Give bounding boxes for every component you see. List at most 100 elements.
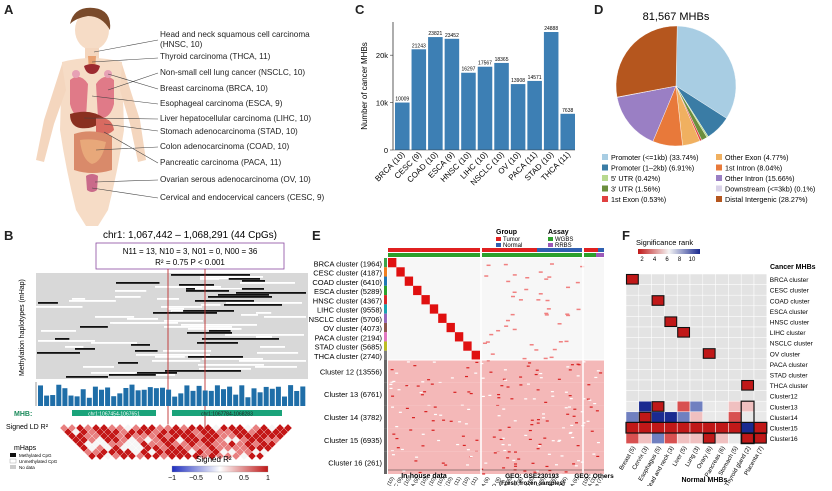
group-label-geo1: GEO: GSE230193 bbox=[505, 473, 559, 480]
heatmap-cell bbox=[689, 422, 704, 434]
heatmap-cell bbox=[702, 294, 716, 307]
heatmap-cell bbox=[590, 430, 594, 432]
heatmap-cell bbox=[638, 305, 652, 317]
row-label: HNSC cluster bbox=[770, 320, 810, 327]
heatmap-cell bbox=[497, 397, 501, 399]
bar-value-label: 7638 bbox=[562, 108, 573, 114]
heatmap-cell bbox=[433, 413, 437, 416]
heatmap-cell bbox=[651, 326, 665, 338]
heatmap-cell bbox=[651, 411, 665, 423]
panel-b: chr1: 1,067,442 – 1,068,291 (44 CpGs) N1… bbox=[0, 226, 310, 486]
heatmap-cell bbox=[728, 358, 742, 370]
heatmap-cell bbox=[528, 429, 532, 432]
heatmap-cell bbox=[638, 358, 652, 370]
legend-unmethylated: Unmethylated CpG bbox=[19, 459, 58, 464]
heatmap-cell bbox=[544, 278, 549, 280]
heatmap-cell bbox=[498, 429, 502, 431]
mhb-region-title: chr1: 1,067,442 – 1,068,291 (44 CpGs) bbox=[103, 230, 277, 241]
heatmap-cell bbox=[567, 406, 571, 408]
heatmap-cell bbox=[664, 379, 678, 391]
legend-label: 1st Intron (8.04%) bbox=[725, 163, 782, 172]
heatmap-cell bbox=[715, 273, 729, 285]
heatmap-cell bbox=[651, 316, 665, 328]
heatmap-cell bbox=[664, 273, 678, 285]
heatmap-cell bbox=[715, 358, 729, 370]
heatmap-cell bbox=[500, 385, 504, 387]
heatmap-cell bbox=[438, 381, 442, 384]
heatmap-cell bbox=[702, 284, 716, 296]
heatmap-cell bbox=[536, 448, 540, 450]
heatmap-cell bbox=[576, 445, 580, 447]
heatmap-cell bbox=[560, 455, 564, 457]
heatmap-cell bbox=[467, 408, 471, 411]
heatmap-cell bbox=[522, 357, 527, 360]
heatmap-cell bbox=[536, 299, 541, 301]
highlighted-cell bbox=[677, 326, 691, 338]
heatmap-cell bbox=[528, 438, 532, 441]
heatmap-cell bbox=[740, 358, 755, 370]
heatmap-cell bbox=[728, 316, 742, 328]
heatmap-cell bbox=[406, 361, 410, 363]
heatmap-cell bbox=[496, 404, 500, 407]
heatmap-cell bbox=[534, 373, 538, 376]
heatmap-cell bbox=[526, 365, 530, 367]
heatmap-cell bbox=[444, 464, 448, 466]
heatmap-cell bbox=[715, 411, 729, 423]
heatmap-cell bbox=[577, 460, 581, 462]
heatmap-cell bbox=[596, 455, 600, 458]
heatmap-cell bbox=[431, 429, 435, 431]
bar bbox=[477, 66, 493, 150]
significance-tick: 6 bbox=[665, 257, 669, 263]
heatmap-cell bbox=[715, 400, 729, 413]
bar bbox=[560, 113, 575, 150]
heatmap-cell bbox=[651, 358, 665, 370]
heatmap-cell bbox=[501, 444, 505, 446]
heatmap-cell bbox=[507, 451, 511, 453]
heatmap-cell bbox=[395, 372, 399, 374]
heatmap-cell bbox=[543, 437, 547, 439]
heatmap-cell bbox=[490, 353, 495, 355]
heatmap-cell bbox=[390, 369, 394, 371]
heatmap-cell bbox=[577, 364, 581, 366]
heatmap-cell bbox=[534, 349, 539, 351]
heatmap-cell bbox=[564, 471, 568, 473]
heatmap-cell bbox=[740, 347, 755, 360]
heatmap-cell bbox=[405, 385, 409, 387]
group-bar-geo2-tumor bbox=[584, 248, 598, 252]
heatmap-cell bbox=[481, 377, 485, 379]
heatmap-cell bbox=[542, 417, 546, 419]
heatmap-cell bbox=[512, 291, 517, 294]
heatmap-cell bbox=[528, 362, 532, 364]
heatmap-cell bbox=[753, 294, 768, 307]
heatmap-cell bbox=[485, 341, 490, 343]
heatmap-cell bbox=[728, 294, 742, 307]
heatmap-cell bbox=[574, 465, 578, 467]
heatmap-cell bbox=[651, 337, 665, 349]
heatmap-cell bbox=[586, 420, 590, 422]
heatmap-block bbox=[388, 405, 604, 429]
row-color-strip bbox=[384, 405, 387, 429]
heatmap-cell bbox=[503, 369, 507, 371]
row-color-strip bbox=[384, 382, 387, 406]
heatmap-cell bbox=[543, 357, 548, 360]
heatmap-cell bbox=[414, 460, 418, 462]
legend-label: Other Exon (4.77%) bbox=[725, 153, 789, 162]
heatmap-cell bbox=[514, 463, 518, 465]
assay-bar-geo2-wgbs bbox=[584, 253, 596, 257]
heatmap-cell bbox=[523, 470, 527, 472]
heatmap-cell bbox=[625, 358, 640, 370]
bar bbox=[494, 62, 509, 150]
heatmap-cell bbox=[728, 284, 742, 296]
cancer-type-item: Esophageal carcinoma (ESCA, 9) bbox=[160, 99, 283, 108]
highlighted-cell bbox=[664, 316, 678, 328]
heatmap-cell bbox=[415, 456, 419, 458]
row-label: Cluster16 bbox=[770, 436, 798, 443]
heatmap-cell bbox=[501, 437, 505, 439]
heatmap-cell bbox=[715, 305, 729, 317]
heatmap-cell bbox=[651, 273, 665, 285]
heatmap-block bbox=[388, 451, 604, 474]
heatmap-bg-top bbox=[388, 258, 604, 360]
heatmap-cell bbox=[539, 377, 543, 379]
row-color-strip bbox=[384, 304, 387, 314]
